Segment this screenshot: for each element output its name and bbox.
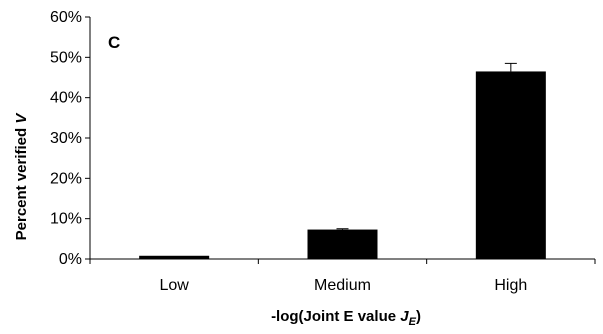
x-axis-ticks: Low Medium High bbox=[89, 259, 596, 294]
x-axis-title-var: J bbox=[400, 308, 409, 325]
y-tick-label: 40% bbox=[50, 90, 82, 107]
y-axis-title: Percent verified V bbox=[13, 112, 30, 241]
x-tick-label-medium: Medium bbox=[314, 277, 371, 294]
bar-low bbox=[139, 255, 210, 259]
x-axis-title-suffix: ) bbox=[416, 308, 421, 325]
y-axis-title-var: V bbox=[13, 112, 30, 124]
x-axis-title-sub: E bbox=[409, 316, 417, 328]
bars bbox=[139, 62, 546, 259]
y-axis-ticks: 0% 10% 20% 30% 40% 50% 60% bbox=[50, 9, 90, 268]
x-tick-label-low: Low bbox=[159, 277, 189, 294]
bar-medium bbox=[307, 229, 378, 259]
panel-label: C bbox=[108, 33, 120, 52]
x-tick-label-high: High bbox=[494, 277, 527, 294]
bar-high bbox=[475, 71, 546, 259]
y-tick-label: 50% bbox=[50, 49, 82, 66]
y-tick-label: 0% bbox=[59, 251, 82, 268]
x-axis-title: -log(Joint E value JE) bbox=[271, 308, 421, 328]
x-axis-title-text: -log(Joint E value bbox=[271, 308, 400, 325]
y-tick-label: 20% bbox=[50, 170, 82, 187]
y-tick-label: 30% bbox=[50, 130, 82, 147]
y-tick-label: 10% bbox=[50, 211, 82, 228]
y-axis-title-text: Percent verified bbox=[13, 124, 30, 241]
y-tick-label: 60% bbox=[50, 9, 82, 26]
